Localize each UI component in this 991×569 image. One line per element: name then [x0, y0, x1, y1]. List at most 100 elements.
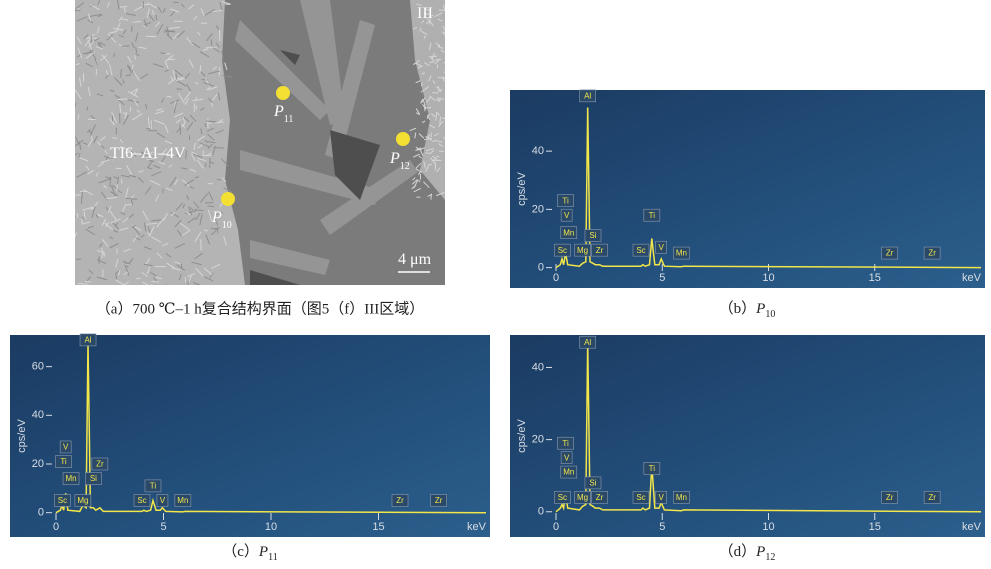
caption-symbol: P: [755, 544, 765, 560]
peak-label: Mg: [577, 246, 588, 255]
texture-stroke: [69, 216, 76, 217]
x-axis-label: keV: [962, 272, 982, 284]
peak-label: Ti: [649, 211, 656, 220]
peak-label: Sc: [636, 246, 645, 255]
caption-prefix: （b）: [719, 300, 757, 317]
y-tick-label: 20: [532, 203, 544, 215]
texture-stroke: [78, 114, 79, 119]
peak-label: Zr: [928, 249, 936, 258]
scale-label: 4 μm: [398, 251, 432, 268]
y-tick-label: 0: [538, 262, 544, 274]
x-tick-label: 5: [160, 521, 166, 533]
y-axis-label: cps/eV: [516, 419, 528, 453]
peak-label: Sc: [636, 493, 645, 502]
peak-label: Ti: [649, 464, 656, 473]
y-axis-label: cps/eV: [516, 172, 528, 206]
peak-label: Sc: [58, 496, 67, 505]
peak-label: V: [659, 493, 665, 502]
point-marker: [396, 132, 410, 146]
peak-label: Si: [589, 479, 596, 488]
x-tick-label: 0: [53, 521, 59, 533]
caption: （a）700 ℃–1 h复合结构界面（图5（f）III区域）: [96, 299, 424, 317]
spectrum-panel: 02040051015keVcps/eVAlTiVMnSiScMgZrScTiV…: [510, 90, 985, 288]
peak-label: Al: [584, 338, 591, 347]
peak-label: Zr: [928, 493, 936, 502]
point-marker: [276, 86, 290, 100]
texture-stroke: [136, 278, 140, 279]
caption-prefix: （c）: [222, 543, 259, 560]
peak-label: Ti: [562, 196, 569, 205]
caption: （d）P12: [719, 543, 776, 563]
x-axis-label: keV: [467, 521, 487, 533]
peak-label: Zr: [96, 460, 104, 469]
region-label: III: [417, 5, 433, 22]
peak-label: V: [160, 496, 166, 505]
y-tick-label: 0: [538, 506, 544, 518]
texture-stroke: [431, 194, 432, 200]
texture-stroke: [156, 15, 157, 20]
peak-label: Mn: [177, 496, 188, 505]
texture-stroke: [180, 124, 181, 134]
texture-stroke: [120, 6, 127, 7]
peak-label: Mn: [65, 474, 76, 483]
peak-label: V: [659, 243, 665, 252]
x-tick-label: 5: [659, 521, 665, 533]
peak-label: Mn: [563, 468, 574, 477]
spectrum-panel: 0204060051015keVcps/eVAlVTiMnZrSiScMgScT…: [10, 334, 490, 537]
caption-subscript: 11: [268, 552, 278, 563]
alloy-label: TI6–AI–4V: [110, 145, 186, 162]
texture-stroke: [110, 177, 111, 187]
peak-label: Al: [584, 91, 591, 100]
y-tick-label: 40: [532, 145, 544, 157]
peak-label: Sc: [137, 496, 146, 505]
point-marker: [221, 192, 235, 206]
peak-label: Zr: [435, 496, 443, 505]
texture-stroke: [429, 62, 434, 63]
caption-symbol: P: [755, 301, 765, 317]
plot-background: [510, 90, 985, 288]
peak-label: Zr: [886, 249, 894, 258]
peak-label: V: [564, 453, 570, 462]
x-tick-label: 0: [553, 521, 559, 533]
peak-label: Al: [84, 335, 91, 344]
peak-label: Mg: [77, 496, 88, 505]
y-tick-label: 40: [532, 361, 544, 373]
peak-label: Sc: [558, 246, 567, 255]
texture-stroke: [177, 89, 182, 90]
caption-prefix: （d）: [719, 543, 757, 560]
peak-label: Ti: [150, 482, 157, 491]
caption: （c）P11: [222, 543, 277, 563]
texture-stroke: [217, 179, 221, 180]
x-tick-label: 15: [372, 521, 384, 533]
peak-label: Mn: [563, 228, 574, 237]
peak-label: Mn: [676, 493, 687, 502]
peak-label: Zr: [886, 493, 894, 502]
peak-label: Sc: [558, 493, 567, 502]
x-tick-label: 15: [869, 521, 881, 533]
x-tick-label: 5: [659, 272, 665, 284]
texture-stroke: [141, 4, 148, 5]
texture-stroke: [438, 78, 446, 79]
peak-label: Mg: [577, 493, 588, 502]
caption-subscript: 10: [765, 309, 775, 320]
texture-stroke: [219, 30, 220, 41]
x-tick-label: 10: [762, 272, 774, 284]
texture-stroke: [151, 284, 156, 293]
peak-label: Si: [589, 231, 596, 240]
x-tick-label: 10: [265, 521, 277, 533]
figure: III TI6–AI–4V P11 P12 P10 4 μm （a）700 ℃–…: [0, 0, 991, 569]
y-tick-label: 20: [532, 434, 544, 446]
texture-stroke: [121, 69, 122, 78]
y-tick-label: 40: [32, 409, 44, 421]
texture-stroke: [439, 44, 440, 47]
caption-symbol: P: [258, 544, 268, 560]
peak-label: Zr: [596, 246, 604, 255]
page: {"image_panel":{"region_label":"III","al…: [0, 0, 991, 569]
x-axis-label: keV: [962, 521, 982, 533]
spectrum-panel: 02040051015keVcps/eVAlTiVMnSiScMgZrScTiV…: [510, 335, 985, 537]
y-tick-label: 20: [32, 458, 44, 470]
peak-label: Ti: [562, 439, 569, 448]
peak-label: Zr: [396, 496, 404, 505]
caption-subscript: 12: [765, 552, 775, 563]
peak-label: V: [564, 211, 570, 220]
